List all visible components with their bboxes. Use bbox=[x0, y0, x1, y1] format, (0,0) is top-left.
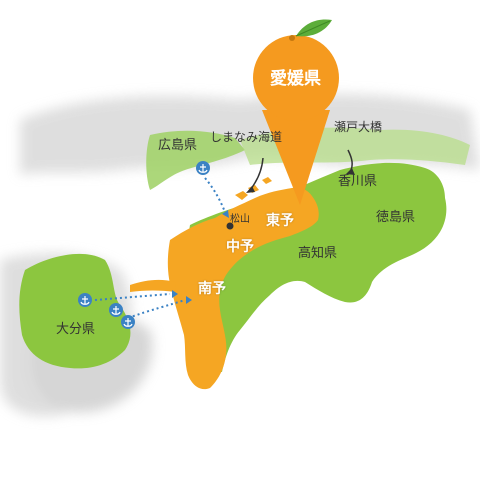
oita-nanyo-ferry-route-b bbox=[127, 299, 186, 319]
hiroshima-ferry-arrow-head bbox=[222, 210, 229, 218]
oita-nanyo-ferry-route-a bbox=[94, 293, 171, 301]
label-hiroshima: 広島県 bbox=[158, 138, 198, 153]
label-chuyo: 中予 bbox=[226, 239, 254, 255]
label-kochi: 高知県 bbox=[298, 246, 338, 261]
hiroshima-region bbox=[146, 130, 245, 190]
anchor-icon bbox=[121, 315, 135, 329]
ehime-prefecture bbox=[167, 187, 319, 390]
label-oita: 大分県 bbox=[56, 322, 96, 337]
label-shimanami: しまなみ海道 bbox=[210, 130, 283, 144]
oita-ferry-arrow-head-b bbox=[186, 296, 192, 304]
hiroshima-matsuyama-ferry-route bbox=[204, 177, 226, 213]
anchor-icon bbox=[196, 161, 210, 175]
label-matsuyama: 松山 bbox=[230, 214, 250, 225]
map-title: 愛媛県 bbox=[270, 69, 321, 89]
label-toyo: 東予 bbox=[266, 213, 294, 229]
city-dot-icon bbox=[226, 222, 234, 230]
anchor-icon bbox=[109, 303, 123, 317]
label-kagawa: 香川県 bbox=[338, 174, 378, 189]
kyushu-oita-region bbox=[19, 253, 131, 369]
label-tokushima: 徳島県 bbox=[376, 210, 416, 225]
label-nanyo: 南予 bbox=[198, 281, 226, 297]
oita-ferry-arrow-head-a bbox=[172, 290, 178, 298]
mikan-orange-icon bbox=[253, 19, 339, 121]
shimanami-arrow-head bbox=[246, 186, 255, 193]
label-seto-ohashi: 瀬戸大橋 bbox=[334, 120, 383, 134]
anchor-icon bbox=[78, 293, 92, 307]
orange-pointer bbox=[262, 110, 330, 205]
ehime-islands bbox=[235, 177, 272, 200]
ehime-sadamisaki bbox=[130, 279, 176, 292]
seto-ohashi-arrow-head bbox=[346, 168, 355, 175]
